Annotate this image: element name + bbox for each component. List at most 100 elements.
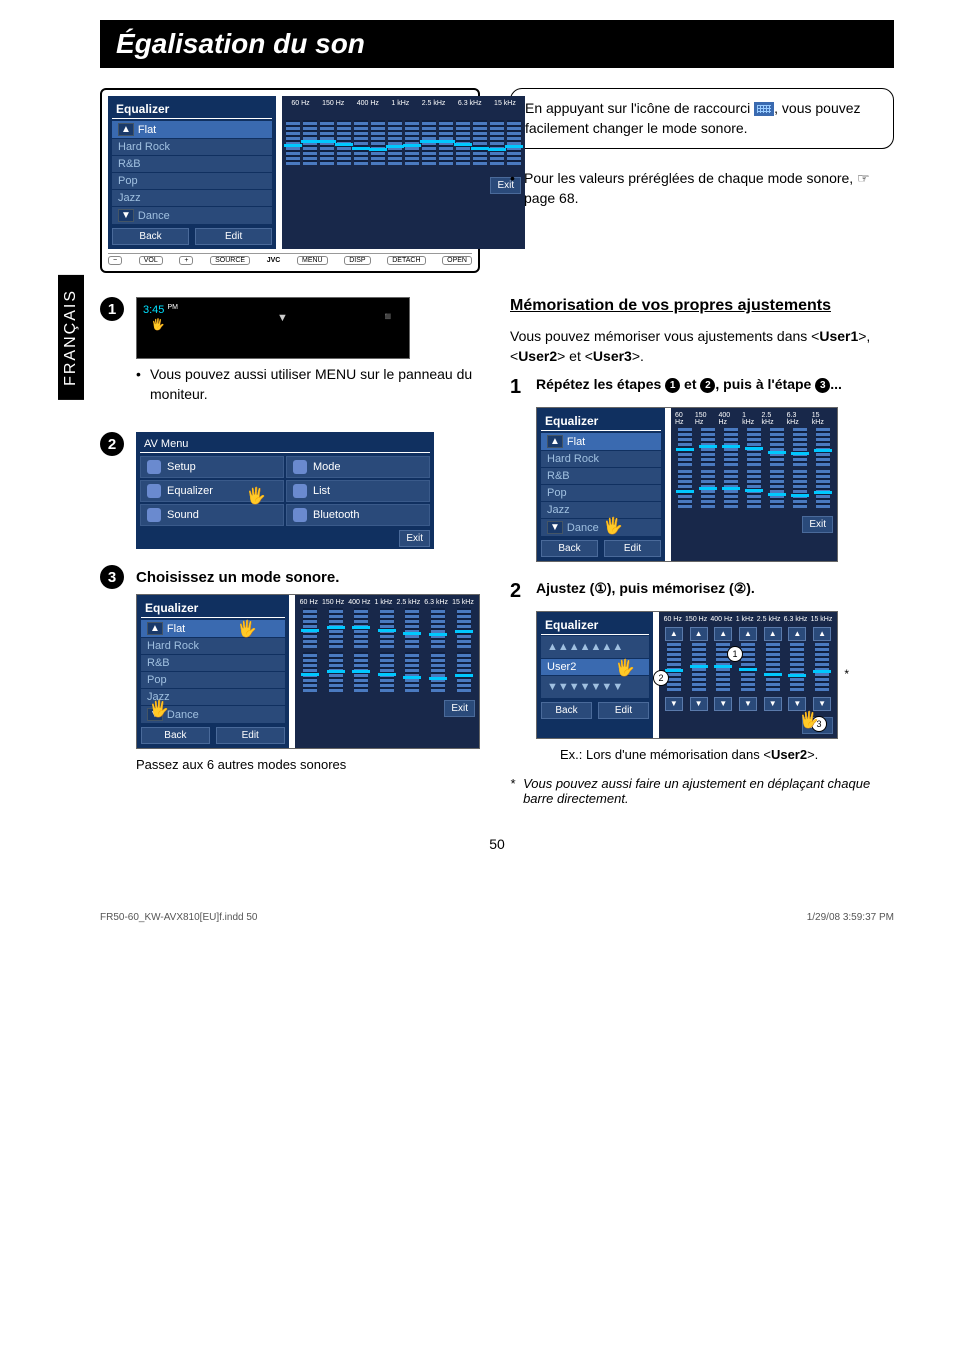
increase-button[interactable]: ▲ <box>788 627 806 641</box>
eq-bar[interactable] <box>815 643 829 691</box>
av-menu-item[interactable]: Bluetooth <box>286 504 430 526</box>
eq-mode-item[interactable]: Hard Rock <box>141 638 285 654</box>
edit-button[interactable]: Edit <box>604 540 661 557</box>
eq-bar[interactable] <box>816 428 830 466</box>
edit-button[interactable]: Edit <box>598 702 649 719</box>
eq-bar[interactable] <box>303 120 317 165</box>
eq-mode-item[interactable]: ▼Dance <box>541 519 661 536</box>
eq-mode-item[interactable]: ▲Flat <box>141 620 285 637</box>
eq-mode-item[interactable]: Hard Rock <box>541 451 661 467</box>
eq-bar[interactable] <box>405 652 419 692</box>
av-menu-item[interactable]: Mode <box>286 456 430 478</box>
exit-button[interactable]: Exit <box>802 516 833 533</box>
av-menu-item[interactable]: List <box>286 480 430 502</box>
eq-bar[interactable] <box>354 608 368 648</box>
eq-bar[interactable] <box>507 120 521 165</box>
user2-item[interactable]: User2 <box>541 659 649 675</box>
eq-bar[interactable] <box>770 470 784 508</box>
scroll-down-icon[interactable]: ▼ <box>118 209 134 222</box>
edit-button[interactable]: Edit <box>216 727 285 744</box>
eq-mode-item[interactable]: R&B <box>112 156 272 172</box>
decrease-button[interactable]: ▼ <box>739 697 757 711</box>
eq-bar[interactable] <box>667 643 681 691</box>
eq-bar[interactable] <box>770 428 784 466</box>
back-button[interactable]: Back <box>541 540 598 557</box>
eq-bar[interactable] <box>678 428 692 466</box>
eq-bar[interactable] <box>371 120 385 165</box>
eq-bar[interactable] <box>457 652 471 692</box>
eq-mode-item[interactable]: Jazz <box>141 689 285 705</box>
eq-mode-item[interactable]: ▼Dance <box>141 706 285 723</box>
eq-bar[interactable] <box>422 120 436 165</box>
back-button[interactable]: Back <box>141 727 210 744</box>
decrease-button[interactable]: ▼ <box>788 697 806 711</box>
eq-mode-item[interactable]: Jazz <box>112 190 272 206</box>
scroll-down-icon[interactable]: ▼ <box>147 708 163 721</box>
eq-bar[interactable] <box>405 120 419 165</box>
eq-bar[interactable] <box>388 120 402 165</box>
eq-mode-item[interactable]: ▲Flat <box>541 433 661 450</box>
eq-mode-item[interactable]: Pop <box>541 485 661 501</box>
eq-bar[interactable] <box>793 470 807 508</box>
decrease-button[interactable]: ▼ <box>764 697 782 711</box>
av-exit-button[interactable]: Exit <box>399 530 430 547</box>
decrease-button[interactable]: ▼ <box>690 697 708 711</box>
eq-mode-item[interactable]: Pop <box>141 672 285 688</box>
eq-bar[interactable] <box>439 120 453 165</box>
eq-bar[interactable] <box>790 643 804 691</box>
av-menu-item[interactable]: Setup <box>140 456 284 478</box>
eq-bar[interactable] <box>320 120 334 165</box>
scroll-up-icon[interactable]: ▲ <box>147 622 163 635</box>
scroll-up-icon[interactable]: ▲ <box>547 435 563 448</box>
eq-mode-item[interactable]: ▲Flat <box>112 121 272 138</box>
eq-bar[interactable] <box>747 428 761 466</box>
eq-mode-item[interactable]: Hard Rock <box>112 139 272 155</box>
eq-bar[interactable] <box>337 120 351 165</box>
eq-bar[interactable] <box>724 470 738 508</box>
eq-mode-item[interactable]: R&B <box>141 655 285 671</box>
eq-bar[interactable] <box>431 608 445 648</box>
increase-button[interactable]: ▲ <box>665 627 683 641</box>
exit-button[interactable]: Exit <box>444 700 475 717</box>
eq-bar[interactable] <box>354 652 368 692</box>
av-menu-item[interactable]: Sound <box>140 504 284 526</box>
eq-bar[interactable] <box>380 652 394 692</box>
back-button[interactable]: Back <box>541 702 592 719</box>
eq-bar[interactable] <box>329 652 343 692</box>
increase-button[interactable]: ▲ <box>714 627 732 641</box>
av-menu-item[interactable]: Equalizer <box>140 480 284 502</box>
eq-bar[interactable] <box>766 643 780 691</box>
increase-button[interactable]: ▲ <box>739 627 757 641</box>
eq-bar[interactable] <box>380 608 394 648</box>
decrease-button[interactable]: ▼ <box>714 697 732 711</box>
back-button[interactable]: Back <box>112 228 189 245</box>
decrease-button[interactable]: ▼ <box>665 697 683 711</box>
eq-bar[interactable] <box>405 608 419 648</box>
eq-bar[interactable] <box>303 652 317 692</box>
eq-bar[interactable] <box>473 120 487 165</box>
eq-bar[interactable] <box>701 470 715 508</box>
scroll-down-icon[interactable]: ▼ <box>547 521 563 534</box>
edit-button[interactable]: Edit <box>195 228 272 245</box>
decrease-button[interactable]: ▼ <box>813 697 831 711</box>
eq-bar[interactable] <box>431 652 445 692</box>
eq-bar[interactable] <box>692 643 706 691</box>
eq-bar[interactable] <box>456 120 470 165</box>
eq-mode-item[interactable]: ▼Dance <box>112 207 272 224</box>
eq-bar[interactable] <box>678 470 692 508</box>
scroll-up-icon[interactable]: ▲ <box>118 123 134 136</box>
eq-bar[interactable] <box>747 470 761 508</box>
eq-bar[interactable] <box>303 608 317 648</box>
eq-bar[interactable] <box>816 470 830 508</box>
eq-bar[interactable] <box>724 428 738 466</box>
eq-bar[interactable] <box>354 120 368 165</box>
eq-bar[interactable] <box>490 120 504 165</box>
eq-bar[interactable] <box>701 428 715 466</box>
eq-bar[interactable] <box>457 608 471 648</box>
increase-button[interactable]: ▲ <box>813 627 831 641</box>
eq-mode-item[interactable]: R&B <box>541 468 661 484</box>
eq-mode-item[interactable]: Pop <box>112 173 272 189</box>
increase-button[interactable]: ▲ <box>764 627 782 641</box>
eq-bar[interactable] <box>741 643 755 691</box>
eq-bar[interactable] <box>793 428 807 466</box>
